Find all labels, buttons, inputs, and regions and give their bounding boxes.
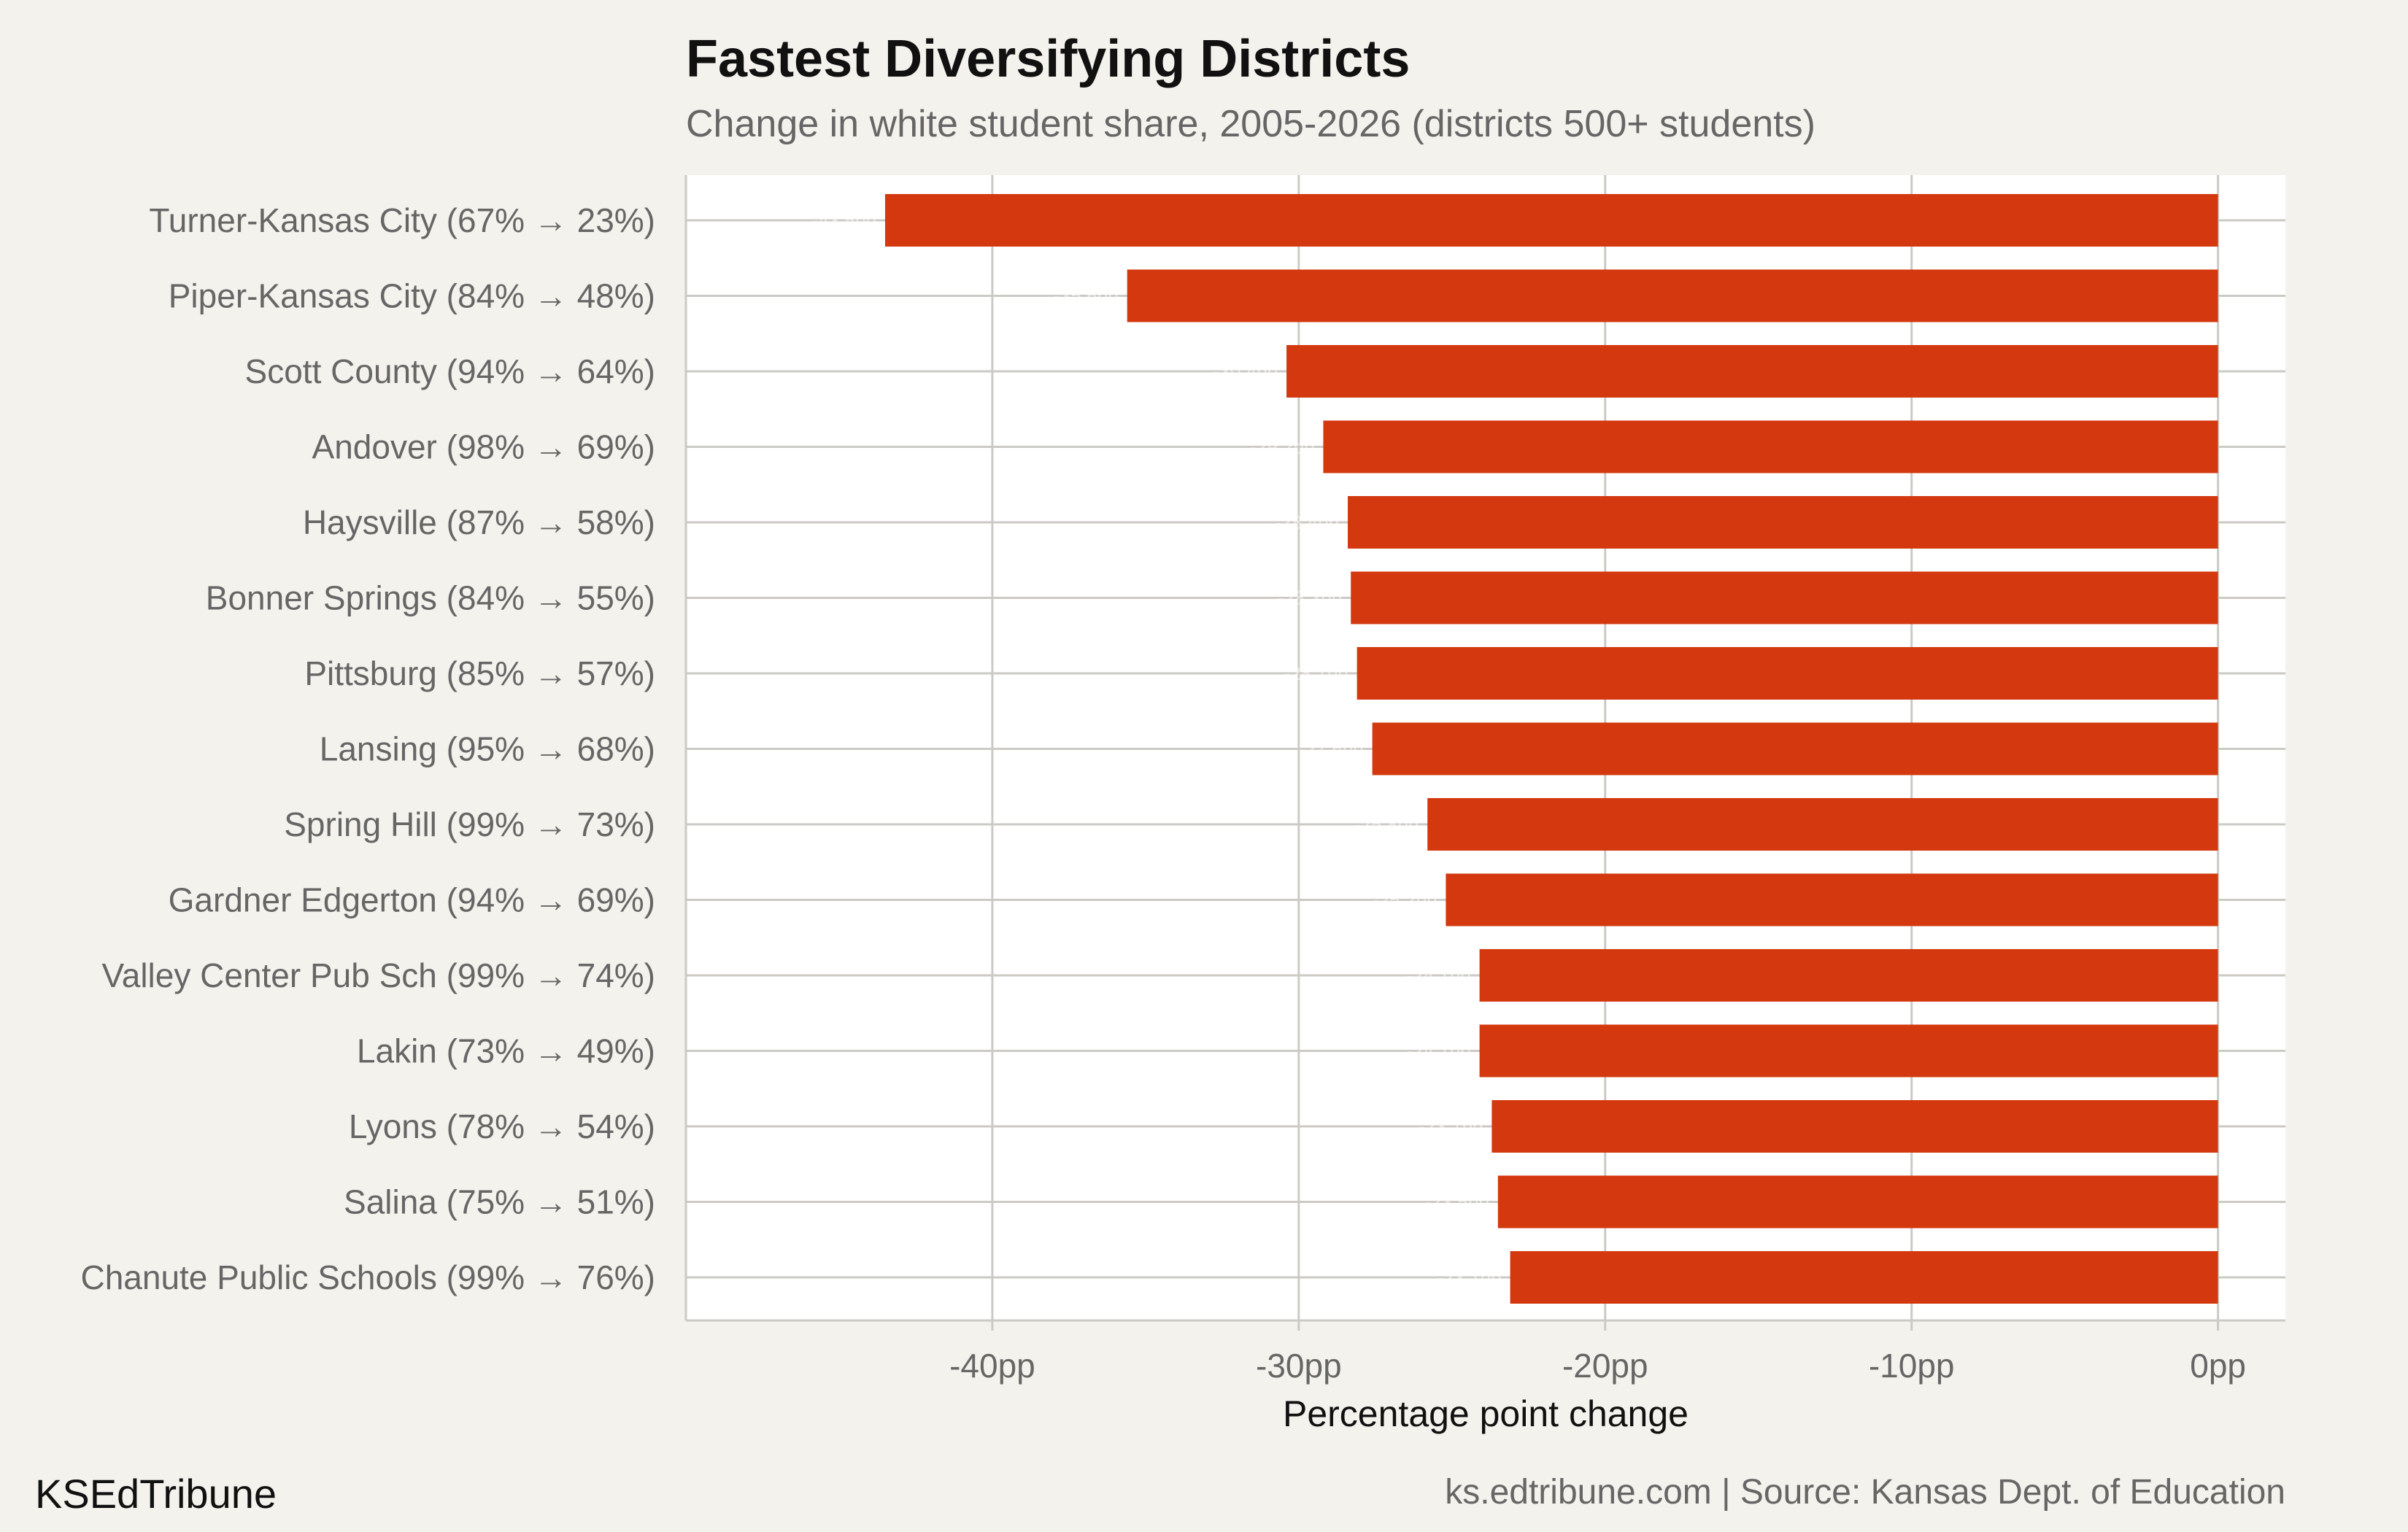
x-tick-label: -30pp bbox=[1256, 1347, 1342, 1385]
x-axis-title: Percentage point change bbox=[1283, 1393, 1689, 1434]
bar bbox=[1348, 496, 2218, 549]
bar bbox=[1446, 873, 2218, 926]
bar bbox=[1127, 269, 2218, 322]
data-label: -29.2pp bbox=[1250, 436, 1314, 458]
data-label: -43.5pp bbox=[812, 209, 876, 231]
category-label: Spring Hill (99% → 73%) bbox=[284, 805, 655, 843]
data-label: -27.6pp bbox=[1299, 738, 1363, 760]
category-label: Andover (98% → 69%) bbox=[312, 428, 655, 466]
bar bbox=[1323, 420, 2218, 473]
category-label: Lakin (73% → 49%) bbox=[357, 1032, 655, 1070]
brand-logo-text: KSEdTribune bbox=[35, 1471, 277, 1517]
data-label: -24.1pp bbox=[1406, 1040, 1470, 1062]
data-label: -30.4pp bbox=[1213, 360, 1278, 382]
category-label: Turner-Kansas City (67% → 23%) bbox=[149, 201, 655, 239]
category-label: Lansing (95% → 68%) bbox=[320, 730, 655, 768]
chart-title: Fastest Diversifying Districts bbox=[686, 30, 1411, 88]
bar bbox=[1479, 949, 2218, 1002]
bar bbox=[1357, 647, 2218, 700]
source-credit: ks.edtribune.com | Source: Kansas Dept. … bbox=[1445, 1473, 2285, 1512]
data-label: -23.7pp bbox=[1419, 1115, 1483, 1137]
bar bbox=[1351, 571, 2218, 624]
data-label: -35.6pp bbox=[1054, 285, 1119, 307]
data-label: -23.5pp bbox=[1425, 1191, 1489, 1213]
bar bbox=[1427, 798, 2218, 851]
x-tick-label: -10pp bbox=[1869, 1347, 1955, 1385]
bar bbox=[1286, 345, 2218, 398]
bar bbox=[884, 194, 2218, 247]
bar bbox=[1479, 1024, 2218, 1078]
data-label: -25.8pp bbox=[1354, 813, 1419, 835]
data-label: -24.1pp bbox=[1406, 964, 1470, 986]
data-label: -28.4pp bbox=[1275, 511, 1339, 533]
chart-subtitle: Change in white student share, 2005-2026… bbox=[686, 103, 1815, 145]
data-label: -28.1pp bbox=[1284, 662, 1348, 684]
category-label: Gardner Edgerton (94% → 69%) bbox=[169, 881, 655, 919]
data-label: -23.1pp bbox=[1437, 1266, 1501, 1288]
category-label: Haysville (87% → 58%) bbox=[303, 503, 655, 541]
x-tick-label: 0pp bbox=[2190, 1347, 2246, 1385]
data-label: -25.2pp bbox=[1373, 889, 1437, 911]
category-label: Valley Center Pub Sch (99% → 74%) bbox=[101, 956, 655, 994]
x-tick-label: -20pp bbox=[1562, 1347, 1648, 1385]
bar bbox=[1372, 722, 2218, 775]
category-label: Lyons (78% → 54%) bbox=[349, 1107, 655, 1145]
category-label: Piper-Kansas City (84% → 48%) bbox=[169, 277, 655, 315]
data-label: -28.3pp bbox=[1278, 587, 1342, 609]
category-label: Chanute Public Schools (99% → 76%) bbox=[80, 1258, 655, 1296]
category-label: Scott County (94% → 64%) bbox=[245, 352, 655, 390]
category-label: Bonner Springs (84% → 55%) bbox=[206, 579, 655, 617]
category-label: Pittsburg (85% → 57%) bbox=[304, 654, 655, 692]
bar bbox=[1497, 1175, 2218, 1229]
bar bbox=[1492, 1100, 2218, 1153]
x-tick-label: -40pp bbox=[949, 1347, 1035, 1385]
category-label: Salina (75% → 51%) bbox=[344, 1183, 655, 1221]
bar bbox=[1510, 1251, 2218, 1304]
